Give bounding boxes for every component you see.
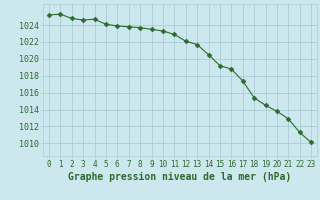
X-axis label: Graphe pression niveau de la mer (hPa): Graphe pression niveau de la mer (hPa): [68, 172, 292, 182]
